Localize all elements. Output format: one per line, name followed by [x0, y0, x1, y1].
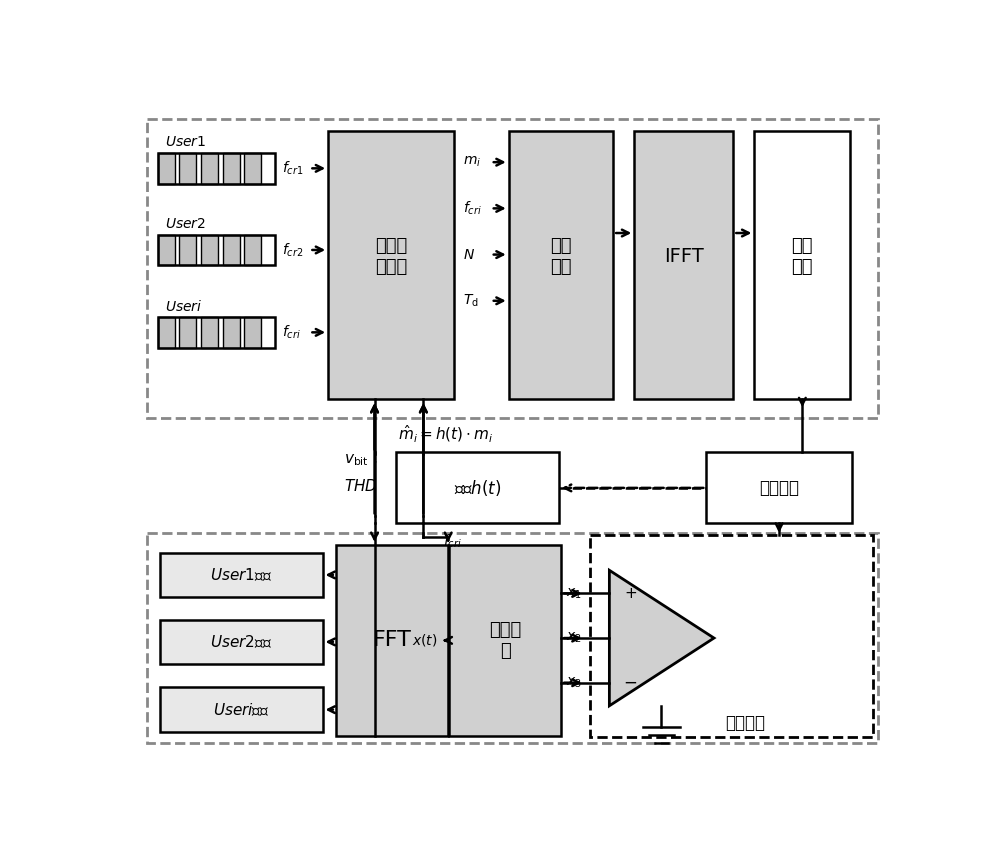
Text: $N$: $N$ — [463, 248, 475, 261]
Text: $f_{cri}$: $f_{cri}$ — [282, 323, 300, 341]
Bar — [179, 153, 196, 184]
Text: 信道$h(t)$: 信道$h(t)$ — [454, 478, 501, 498]
Text: 合并叠
加: 合并叠 加 — [489, 621, 521, 660]
Bar — [160, 620, 323, 665]
Bar — [179, 317, 196, 348]
Text: $T_{\rm d}$: $T_{\rm d}$ — [463, 293, 479, 309]
Bar — [201, 153, 218, 184]
Bar — [158, 153, 175, 184]
Text: FFT: FFT — [373, 631, 411, 650]
Text: $m_i$: $m_i$ — [463, 155, 481, 169]
Bar — [244, 235, 261, 266]
Bar — [158, 235, 275, 266]
Text: $x(t)$: $x(t)$ — [412, 632, 437, 648]
Text: +: + — [624, 585, 637, 601]
Bar — [179, 235, 196, 266]
Text: $x_3$: $x_3$ — [566, 676, 582, 690]
Bar — [509, 131, 613, 399]
Text: 数据滤波: 数据滤波 — [725, 714, 765, 732]
Bar — [160, 552, 323, 597]
Bar — [201, 317, 218, 348]
Bar — [147, 534, 878, 743]
Bar — [147, 119, 878, 418]
Bar — [449, 545, 561, 736]
Bar — [706, 453, 852, 523]
Text: $User2$: $User2$ — [165, 217, 206, 231]
Text: IFFT: IFFT — [664, 247, 704, 266]
Bar — [223, 235, 240, 266]
Bar — [158, 317, 275, 348]
Bar — [158, 153, 275, 184]
Text: 时间
分集: 时间 分集 — [550, 237, 572, 276]
Text: $f_{cr2}$: $f_{cr2}$ — [282, 242, 303, 259]
Bar — [201, 235, 218, 266]
Text: $v_{\rm bit}$ ,: $v_{\rm bit}$ , — [344, 453, 377, 468]
Text: $x_1$: $x_1$ — [566, 586, 582, 601]
Text: $THD$: $THD$ — [344, 477, 377, 494]
Text: $f_{cri}$: $f_{cri}$ — [463, 200, 482, 217]
Bar — [590, 535, 873, 737]
Bar — [244, 317, 261, 348]
Text: −: − — [623, 674, 637, 692]
Text: 交流总线: 交流总线 — [759, 479, 799, 497]
Bar — [160, 688, 323, 732]
Bar — [634, 131, 733, 399]
Text: $f_{cr1}$: $f_{cr1}$ — [282, 160, 303, 177]
Polygon shape — [609, 570, 714, 705]
Text: 数据
调制: 数据 调制 — [792, 237, 813, 276]
Text: $f_{cri}$: $f_{cri}$ — [443, 533, 461, 550]
Text: $User1$数据: $User1$数据 — [210, 567, 272, 583]
Text: $x_2$: $x_2$ — [566, 631, 582, 645]
Bar — [754, 131, 850, 399]
Text: $Useri$: $Useri$ — [165, 299, 203, 314]
Bar — [223, 317, 240, 348]
Bar — [244, 153, 261, 184]
Text: $Useri$数据: $Useri$数据 — [213, 701, 269, 718]
Bar — [396, 453, 559, 523]
Text: $User1$: $User1$ — [165, 135, 207, 149]
Text: $\hat{m}_i = h(t) \cdot m_i$: $\hat{m}_i = h(t) \cdot m_i$ — [398, 424, 493, 445]
Bar — [223, 153, 240, 184]
Text: $User2$数据: $User2$数据 — [210, 633, 272, 650]
Bar — [158, 235, 175, 266]
Bar — [336, 545, 448, 736]
Bar — [328, 131, 454, 399]
Text: 通信参
数优化: 通信参 数优化 — [375, 237, 407, 276]
Bar — [158, 317, 175, 348]
